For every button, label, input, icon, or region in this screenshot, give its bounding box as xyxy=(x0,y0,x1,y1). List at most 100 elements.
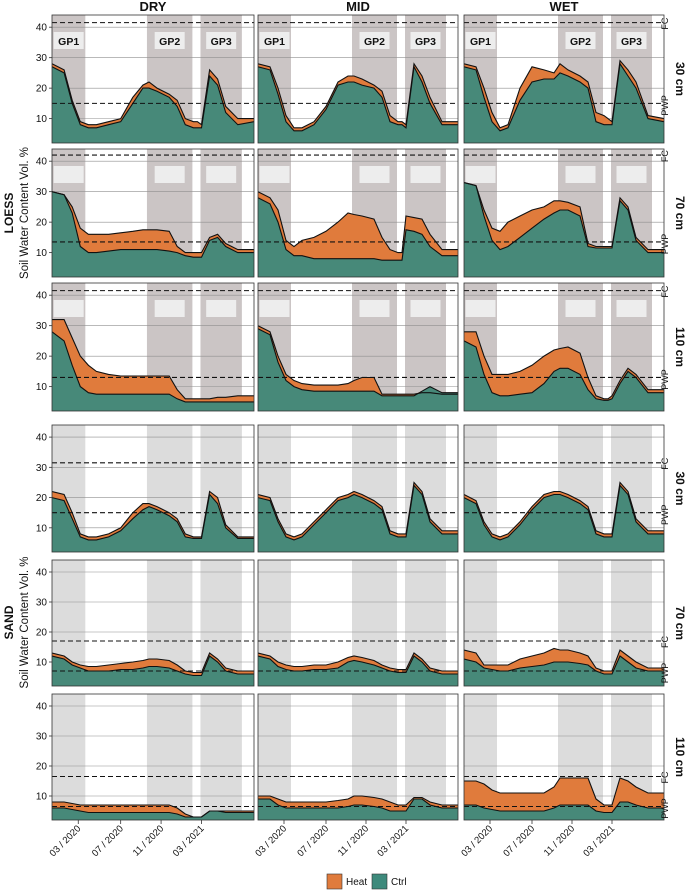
soil-label-loess: LOESS xyxy=(2,193,16,234)
y-tick-label: 40 xyxy=(36,433,48,444)
x-tick-label: 03 / 2021 xyxy=(171,823,207,859)
grow-period-label-box xyxy=(410,166,441,183)
ctrl-line xyxy=(258,65,458,132)
grow-period-label-box xyxy=(206,32,237,49)
grow-period-label-box xyxy=(565,32,596,49)
panel-sand-110-cm-mid: 03 / 2020 07 / 2020 11 / 2020 03 / 2021 xyxy=(253,693,459,859)
fc-label: FC xyxy=(660,636,670,648)
heat-line xyxy=(52,191,254,254)
column-title-wet: WET xyxy=(550,0,579,14)
grow-period-label-box xyxy=(359,32,390,49)
pwp-label: PWP xyxy=(660,369,670,390)
depth-label-loess-110-cm: 110 cm xyxy=(673,327,685,367)
panel-sand-30-cm-wet: FC PWP xyxy=(463,424,670,553)
panel-border xyxy=(51,148,255,278)
ctrl-area xyxy=(52,191,254,277)
depth-label-loess-70-cm: 70 cm xyxy=(673,196,685,230)
y-tick-label: 20 xyxy=(36,218,48,229)
grow-period-label-box xyxy=(410,300,441,317)
pwp-label: PWP xyxy=(660,663,670,684)
y-axis-title: Soil Water Content Vol. % xyxy=(19,557,31,689)
y-tick-label: 20 xyxy=(36,352,48,363)
ctrl-area xyxy=(258,328,458,411)
y-tick-label: 10 xyxy=(36,523,48,534)
panel-loess-70-cm-dry: 10 20 30 40 xyxy=(36,148,255,278)
legend-label-ctrl: Ctrl xyxy=(391,877,407,888)
y-tick-label: 10 xyxy=(36,382,48,393)
series-group xyxy=(464,181,664,277)
grow-period-label-box xyxy=(259,300,290,317)
x-tick-label: 03 / 2020 xyxy=(48,823,84,859)
column-title-dry: DRY xyxy=(140,0,167,14)
y-tick-label: 40 xyxy=(36,702,48,713)
heat-line xyxy=(464,647,664,672)
heat-line xyxy=(258,481,458,538)
grow-period-label-gp1: GP1 xyxy=(470,36,491,48)
ctrl-area xyxy=(258,799,458,820)
grow-period-label-gp2: GP2 xyxy=(570,36,591,48)
ctrl-area xyxy=(52,331,254,411)
depth-label-sand-30-cm: 30 cm xyxy=(673,471,685,505)
panel-border xyxy=(257,282,459,412)
panel-loess-110-cm-wet: FC PWP xyxy=(463,282,670,412)
series-group xyxy=(464,481,664,552)
heat-area xyxy=(52,319,254,411)
grow-period-label-box xyxy=(616,300,647,317)
grow-period-band-3 xyxy=(200,694,242,820)
ctrl-line xyxy=(258,328,458,397)
grow-period-label-box xyxy=(206,166,237,183)
heat-line xyxy=(258,62,458,129)
depth-label-sand-110-cm: 110 cm xyxy=(673,737,685,777)
panel-sand-70-cm-wet: FC PWP xyxy=(463,559,670,687)
panel-border xyxy=(463,14,665,144)
ctrl-line xyxy=(258,484,458,541)
panel-border xyxy=(257,14,459,144)
soil-label-sand: SAND xyxy=(2,605,16,639)
fc-label: FC xyxy=(660,150,670,162)
panel-sand-70-cm-dry: 10 20 30 40 xyxy=(36,559,255,687)
grow-period-label-box xyxy=(565,166,596,183)
x-tick-label: 03 / 2020 xyxy=(459,823,495,859)
panel-border xyxy=(463,559,665,687)
panel-sand-30-cm-mid xyxy=(257,424,459,553)
panel-loess-110-cm-dry: 10 20 30 40 xyxy=(36,282,255,412)
grow-period-label-box xyxy=(616,32,647,49)
heat-line xyxy=(464,481,664,538)
fc-label: FC xyxy=(660,457,670,469)
fc-label: FC xyxy=(660,285,670,297)
depth-label-sand-70-cm: 70 cm xyxy=(673,606,685,640)
ctrl-line xyxy=(52,66,254,129)
x-tick-label: 11 / 2020 xyxy=(131,823,166,858)
heat-line xyxy=(52,490,254,538)
y-tick-label: 40 xyxy=(36,568,48,579)
panel-border xyxy=(463,424,665,553)
y-tick-label: 10 xyxy=(36,248,48,259)
depth-label-loess-30-cm: 30 cm xyxy=(673,62,685,96)
grow-period-label-gp3: GP3 xyxy=(415,36,436,48)
heat-area xyxy=(258,325,458,411)
panel-border xyxy=(51,14,255,144)
heat-line xyxy=(464,59,664,129)
ctrl-line xyxy=(52,331,254,403)
panel-loess-110-cm-mid xyxy=(257,282,459,412)
legend-swatch-ctrl xyxy=(371,873,388,890)
grow-period-label-gp2: GP2 xyxy=(159,36,180,48)
grow-period-label-box xyxy=(359,166,390,183)
panel-border xyxy=(257,559,459,687)
fc-label: FC xyxy=(660,17,670,29)
ctrl-area xyxy=(464,182,664,277)
series-group xyxy=(52,490,254,552)
series-group xyxy=(52,191,254,277)
grow-period-label-box xyxy=(53,166,84,183)
ctrl-area xyxy=(52,808,254,820)
panel-border xyxy=(257,693,459,821)
ctrl-line xyxy=(52,191,254,258)
panel-border xyxy=(51,559,255,687)
y-tick-label: 30 xyxy=(36,321,48,332)
legend-item-ctrl: Ctrl xyxy=(371,873,407,890)
column-title-mid: MID xyxy=(346,0,370,14)
grow-period-label-box xyxy=(465,32,496,49)
grow-period-label-box xyxy=(259,32,290,49)
series-group xyxy=(52,319,254,411)
ctrl-area xyxy=(52,494,254,552)
